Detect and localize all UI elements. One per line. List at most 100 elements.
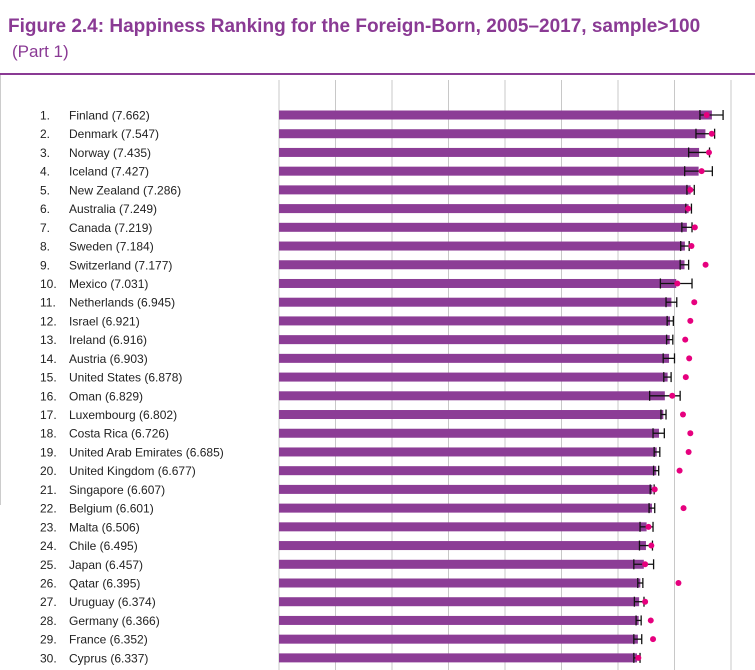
country-label: United Kingdom (6.677) xyxy=(69,464,196,478)
bar xyxy=(279,615,639,625)
rank-label: 4. xyxy=(40,165,50,179)
country-label: Mexico (7.031) xyxy=(69,277,148,291)
bar xyxy=(279,185,691,195)
rank-label: 22. xyxy=(40,502,57,516)
bar xyxy=(279,166,699,176)
marker-dot xyxy=(687,186,694,193)
country-label: Denmark (7.547) xyxy=(69,127,159,141)
bar xyxy=(279,222,687,232)
bar xyxy=(279,335,670,345)
chart-title: Figure 2.4: Happiness Ranking for the Fo… xyxy=(8,16,701,37)
marker-dot xyxy=(676,467,683,474)
marker-dot xyxy=(705,149,712,156)
rank-label: 29. xyxy=(40,633,57,647)
country-label: Singapore (6.607) xyxy=(69,483,165,497)
bar xyxy=(279,372,668,382)
rank-label: 26. xyxy=(40,577,57,591)
bar xyxy=(279,241,685,251)
marker-dot xyxy=(674,280,681,287)
marker-dot xyxy=(708,130,715,137)
chart-subtitle: (Part 1) xyxy=(12,42,69,61)
marker-dot xyxy=(687,317,694,324)
bar xyxy=(279,559,644,569)
marker-dot xyxy=(703,112,710,118)
country-label: Luxembourg (6.802) xyxy=(69,408,177,422)
rank-label: 21. xyxy=(40,483,57,497)
marker-dot xyxy=(680,505,687,512)
country-label: Belgium (6.601) xyxy=(69,502,154,516)
bar xyxy=(279,316,671,326)
country-label: Uruguay (6.374) xyxy=(69,595,156,609)
rank-label: 28. xyxy=(40,614,57,628)
rank-label: 5. xyxy=(40,183,50,197)
panel-frame-line xyxy=(0,75,1,505)
rank-label: 9. xyxy=(40,258,50,272)
bar xyxy=(279,503,652,513)
marker-dot xyxy=(675,580,682,586)
country-label: Austria (6.903) xyxy=(69,352,148,366)
marker-dot xyxy=(650,636,657,643)
marker-dot xyxy=(698,168,705,175)
rank-label: 14. xyxy=(40,352,57,366)
rank-label: 13. xyxy=(40,333,57,347)
country-label: Israel (6.921) xyxy=(69,314,140,328)
rank-label: 10. xyxy=(40,277,57,291)
rank-label: 17. xyxy=(40,408,57,422)
marker-dot xyxy=(645,523,652,530)
rank-label: 12. xyxy=(40,314,57,328)
rank-label: 8. xyxy=(40,240,50,254)
rank-label: 30. xyxy=(40,651,57,665)
country-label: Japan (6.457) xyxy=(69,558,143,572)
marker-dot xyxy=(635,654,642,661)
bar xyxy=(279,278,677,288)
rank-label: 7. xyxy=(40,221,50,235)
bar xyxy=(279,597,640,607)
rank-label: 11. xyxy=(40,296,56,310)
country-label: Sweden (7.184) xyxy=(69,240,154,254)
bar xyxy=(279,428,660,438)
bar xyxy=(279,391,665,401)
country-label: United Arab Emirates (6.685) xyxy=(69,445,224,459)
country-label: Netherlands (6.945) xyxy=(69,296,175,310)
rank-label: 15. xyxy=(40,371,57,385)
bar xyxy=(279,541,646,551)
country-label: Costa Rica (6.726) xyxy=(69,427,169,441)
rank-label: 23. xyxy=(40,520,57,534)
marker-dot xyxy=(691,224,698,231)
country-label: Canada (7.219) xyxy=(69,221,152,235)
bar xyxy=(279,297,672,307)
bar xyxy=(279,484,653,494)
marker-dot xyxy=(642,598,649,605)
marker-dot xyxy=(682,336,689,343)
marker-dot xyxy=(691,299,698,306)
country-label: Ireland (6.916) xyxy=(69,333,147,347)
rank-label: 3. xyxy=(40,146,50,160)
bar xyxy=(279,110,712,120)
bar xyxy=(279,522,647,532)
bar xyxy=(279,410,664,420)
country-label: Australia (7.249) xyxy=(69,202,157,216)
rank-label: 16. xyxy=(40,389,57,403)
title-rule xyxy=(0,73,755,75)
marker-dot xyxy=(682,374,689,381)
rank-label: 18. xyxy=(40,427,57,441)
bar xyxy=(279,129,706,139)
country-label: Switzerland (7.177) xyxy=(69,258,172,272)
country-label: Norway (7.435) xyxy=(69,146,151,160)
bar xyxy=(279,447,657,457)
marker-dot xyxy=(687,430,694,437)
bar xyxy=(279,147,700,157)
marker-dot xyxy=(648,542,655,549)
rank-label: 2. xyxy=(40,127,50,141)
bar xyxy=(279,353,670,363)
marker-dot xyxy=(679,411,686,418)
marker-dot xyxy=(702,261,709,268)
marker-dot xyxy=(686,355,693,362)
marker-dot xyxy=(669,392,676,399)
country-label: Malta (6.506) xyxy=(69,520,140,534)
country-label: Qatar (6.395) xyxy=(69,577,140,591)
country-label: France (6.352) xyxy=(69,633,148,647)
marker-dot xyxy=(642,561,649,568)
bar xyxy=(279,260,685,270)
